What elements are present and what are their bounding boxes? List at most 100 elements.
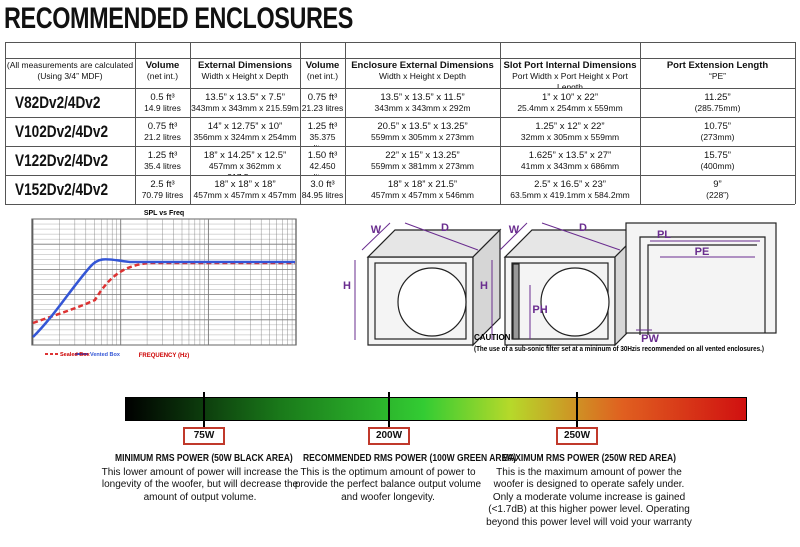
cell-line: 1.625” x 13.5” x 27” (528, 150, 612, 161)
cell-line: 63.5mm x 419.1mm x 584.2mm (510, 190, 630, 200)
cell-line: 457mm x 457mm x 457mm (193, 190, 297, 200)
cell-line: 20.5” x 13.5” x 13.25” (377, 121, 468, 132)
caution-text: (The use of a sub-sonic filter set at a … (474, 344, 764, 353)
cell-line: 84.95 litres (301, 190, 344, 200)
port-view (625, 222, 777, 335)
table-rule (5, 42, 6, 204)
cell-line: 18” x 18” x 21.5” (387, 179, 458, 190)
table-cell: 2.5 ft³ 70.79 litres (135, 176, 190, 204)
graph-title: SPL vs Freq (144, 210, 184, 217)
table-rule (640, 42, 641, 204)
vented-curve (32, 258, 295, 338)
header-title: (All measurements are calculated (6, 60, 134, 70)
header-title: External Dimensions (198, 60, 292, 71)
header-title: Slot Port Internal Dimensions (503, 60, 637, 71)
cell-line: 457mm x 362mm x 317.5mm (208, 161, 282, 175)
dimension-label: H (343, 280, 351, 292)
model-name: V152Dv2/4Dv2 (5, 176, 135, 204)
cell-line: 1” x 10” x 22” (542, 92, 598, 103)
cell-line: 21.2 litres (144, 132, 181, 142)
table-cell: 9” (228”) (640, 176, 795, 204)
vented-box (503, 228, 644, 347)
cell-line: 1.25 ft³ (147, 150, 178, 161)
header-subtitle: (net int.) (306, 71, 339, 81)
header-subtitle: (net int.) (146, 71, 179, 81)
power-text: This is the maximum amount of power the … (486, 466, 692, 528)
table-cell: 22” x 15” x 13.25” 559mm x 381mm x 273mm (345, 147, 500, 175)
header-cell: Port Extension Length “PE” (640, 60, 795, 88)
table-cell: 13.5” x 13.5” x 11.5” 343mm x 343mm x 292… (345, 89, 500, 117)
table-rule (5, 175, 795, 176)
model-text: V102Dv2/4Dv2 (15, 122, 109, 141)
table-cell: 11.25” (285.75mm) (640, 89, 795, 117)
cell-line: 2.5 ft³ (150, 179, 175, 190)
cell-line: 18” x 14.25” x 12.5” (203, 150, 287, 161)
cell-line: 2.5” x 16.5” x 23” (534, 179, 606, 190)
power-column: RECOMMENDED RMS POWER (100W GREEN AREA) T… (288, 453, 516, 504)
table-rule (135, 42, 136, 204)
cell-line: 35.375 litres (309, 132, 336, 146)
header-subtitle: “PE” (709, 71, 726, 81)
table-cell: 0.75 ft³ 21.2 litres (135, 118, 190, 146)
cell-line: 70.79 litres (141, 190, 184, 200)
table-cell: 1.25” x 12” x 22” 32mm x 305mm x 559mm (500, 118, 640, 146)
cell-line: 0.75 ft³ (147, 121, 178, 132)
cell-line: 1.25 ft³ (307, 121, 338, 132)
table-rule (795, 42, 796, 204)
marker-line (203, 392, 205, 428)
table-cell: 1.625” x 13.5” x 27” 41mm x 343mm x 686mm (500, 147, 640, 175)
model-text: V122Dv2/4Dv2 (15, 151, 109, 170)
header-title: Enclosure External Dimensions (351, 60, 494, 71)
legend-label: Sealed Box (60, 352, 91, 358)
cell-line: (400mm) (700, 161, 735, 171)
table-rule (5, 146, 795, 147)
cell-line: 0.75 ft³ (307, 92, 338, 103)
power-marker: 75W (183, 427, 225, 445)
header-cell: (All measurements are calculated (Using 3… (5, 60, 135, 88)
cell-line: 356mm x 324mm x 254mm (193, 132, 297, 142)
table-cell: 0.75 ft³ 21.23 litres (300, 89, 345, 117)
dimension-label: H (480, 280, 488, 292)
graph-x-label: FREQUENCY (Hz) (139, 353, 190, 359)
cell-line: 15.75” (704, 150, 731, 161)
power-heading: MAXIMUM RMS POWER (250W RED AREA) (502, 453, 676, 464)
sealed-box (366, 228, 502, 347)
header-title: Volume (305, 60, 340, 71)
header-cell: Volume (net int.) (135, 60, 190, 88)
table-rule (300, 42, 301, 204)
table-cell: 10.75” (273mm) (640, 118, 795, 146)
header-cell: Slot Port Internal Dimensions Port Width … (500, 60, 640, 88)
page-title: RECOMMENDED ENCLOSURES (4, 2, 353, 35)
power-bar (125, 397, 747, 421)
table-cell: 13.5” x 13.5” x 7.5” 343mm x 343mm x 215.… (190, 89, 300, 117)
header-subtitle: Port Width x Port Height x Port Length (512, 71, 628, 88)
table-cell: 20.5” x 13.5” x 13.25” 559mm x 305mm x 27… (345, 118, 500, 146)
header-cell: Enclosure External Dimensions Width x Hei… (345, 60, 500, 88)
figures: SPL vs Freq FREQUENCY (Hz) Sealed Box Vente… (31, 210, 777, 359)
header-title: Port Extension Length (666, 60, 769, 71)
model-text: V152Dv2/4Dv2 (15, 180, 109, 199)
vented-dimensions (491, 222, 621, 340)
table-cell: 18” x 18” x 21.5” 457mm x 457mm x 546mm (345, 176, 500, 204)
dimension-label: D (579, 222, 587, 234)
table-cell: 18” x 14.25” x 12.5”457mm x 362mm x 317.… (190, 147, 300, 175)
cell-line: 559mm x 381mm x 273mm (371, 161, 474, 171)
cell-line: 343mm x 343mm x 215.59m (191, 103, 299, 113)
cell-line: 0.5 ft³ (150, 92, 175, 103)
header-cell: Volume (net int.) (300, 60, 345, 88)
power-marker: 250W (556, 427, 598, 445)
dimension-label: PE (695, 246, 710, 258)
model-name: V82Dv2/4Dv2 (5, 89, 135, 117)
cell-line: (285.75mm) (694, 103, 741, 113)
power-column: MINIMUM RMS POWER (50W BLACK AREA) This l… (100, 453, 300, 504)
model-name: V102Dv2/4Dv2 (5, 118, 135, 146)
cell-line: 3.0 ft³ (310, 179, 335, 190)
cell-line: 457mm x 457mm x 546mm (371, 190, 474, 200)
header-subtitle: Width x Height x Depth (201, 71, 289, 81)
sealed-dimensions (354, 222, 479, 340)
sealed-curve (32, 261, 295, 325)
cell-line: 13.5” x 13.5” x 11.5” (380, 92, 465, 103)
header-title: Volume (145, 60, 180, 71)
